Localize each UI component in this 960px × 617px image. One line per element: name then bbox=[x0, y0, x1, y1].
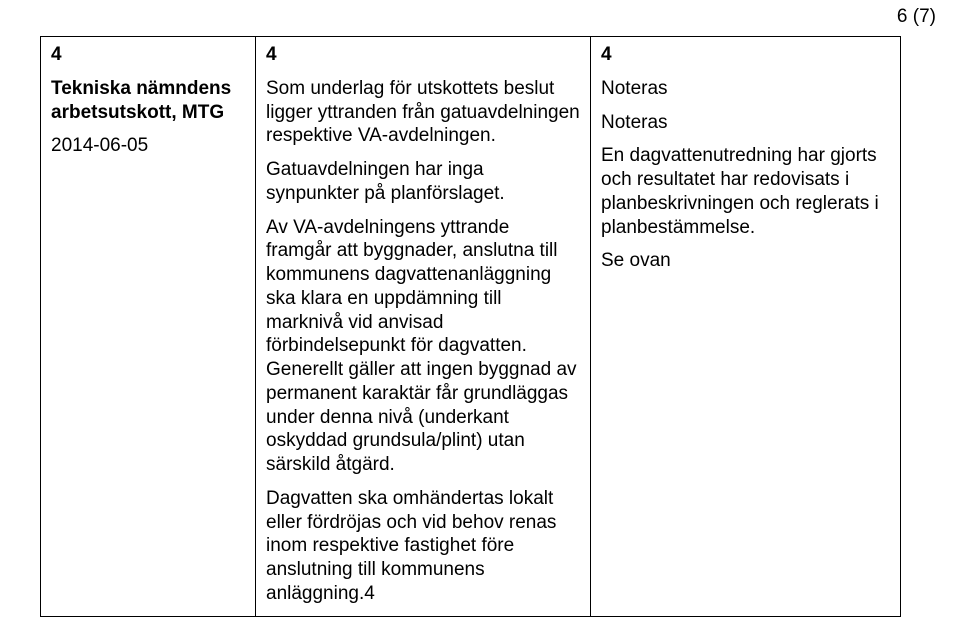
page: 6 (7) 4 Tekniska nämn­dens arbetsut­skot… bbox=[0, 0, 960, 590]
table-row: 4 Tekniska nämn­dens arbetsut­skott, MTG… bbox=[41, 37, 901, 617]
cell-col2: 4 Som underlag för utskottets beslut lig… bbox=[256, 37, 591, 617]
col3-p3: En dagvattenutredning har gjorts och res… bbox=[601, 144, 890, 239]
col1-num: 4 bbox=[51, 43, 245, 67]
col2-p1: Som underlag för utskottets beslut ligge… bbox=[266, 77, 580, 148]
col3-p2: Noteras bbox=[601, 111, 890, 135]
page-number: 6 (7) bbox=[897, 6, 936, 28]
cell-col3: 4 Noteras Noteras En dagvattenutredning … bbox=[591, 37, 901, 617]
col2-p3: Av VA-avdelningens yttrande framgår att … bbox=[266, 216, 580, 477]
col2-p2: Gatuavdelningen har inga synpunkter på p… bbox=[266, 158, 580, 206]
document-table: 4 Tekniska nämn­dens arbetsut­skott, MTG… bbox=[40, 36, 901, 617]
col1-heading: Tekniska nämn­dens arbetsut­skott, MTG bbox=[51, 77, 245, 125]
col3-p1: Noteras bbox=[601, 77, 890, 101]
col3-num: 4 bbox=[601, 43, 890, 67]
col1-date: 2014-06-05 bbox=[51, 134, 245, 158]
cell-col1: 4 Tekniska nämn­dens arbetsut­skott, MTG… bbox=[41, 37, 256, 617]
col2-p4: Dagvatten ska omhändertas lokalt eller f… bbox=[266, 487, 580, 606]
col2-num: 4 bbox=[266, 43, 580, 67]
col3-p4: Se ovan bbox=[601, 249, 890, 273]
